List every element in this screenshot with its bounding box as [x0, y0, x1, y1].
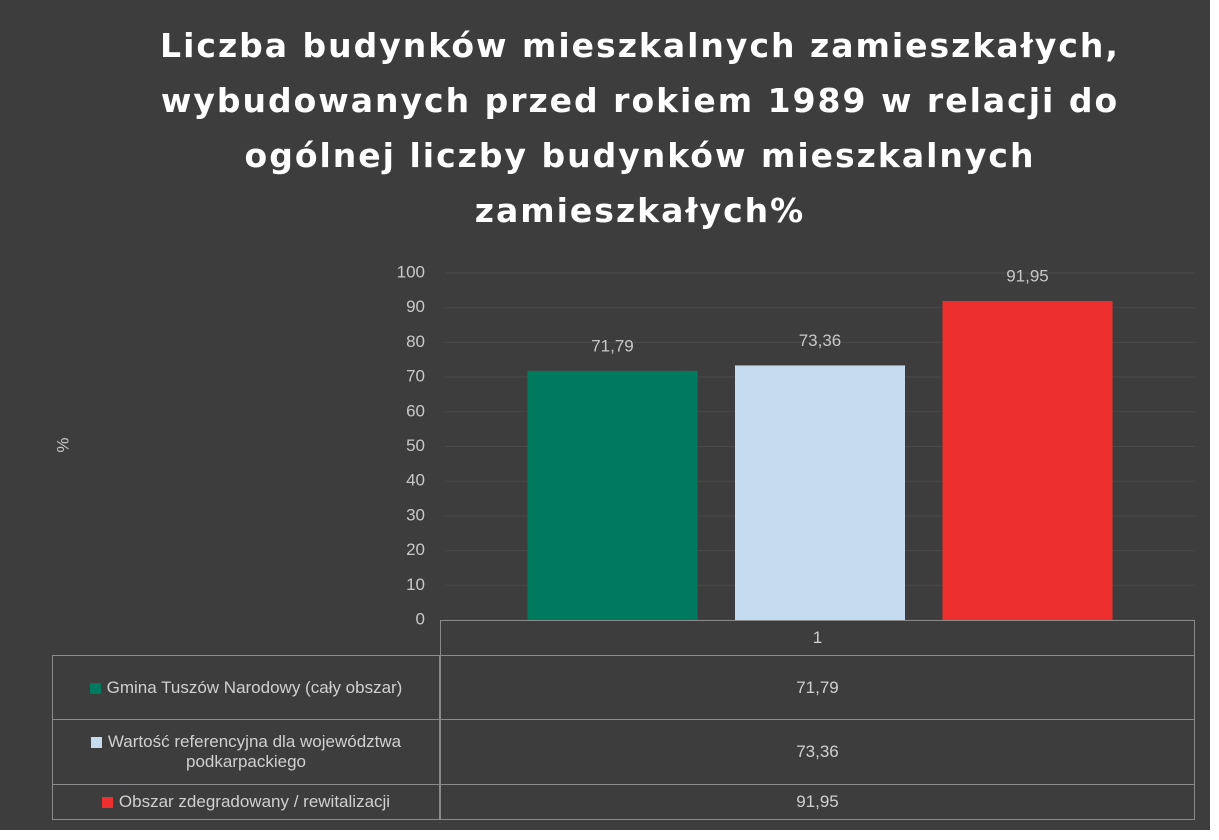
data-label: 71,79 — [591, 336, 634, 355]
legend-entry: Wartość referencyjna dla województwa pod… — [61, 732, 431, 772]
legend-entry: Gmina Tuszów Narodowy (cały obszar) — [89, 677, 403, 698]
y-tick-label: 100 — [397, 262, 425, 281]
data-label: 73,36 — [799, 331, 842, 350]
y-tick-label: 50 — [406, 436, 425, 455]
y-tick-label: 20 — [406, 540, 425, 559]
legend-cell: Obszar zdegradowany / rewitalizacji — [52, 784, 440, 820]
legend-cell: Wartość referencyjna dla województwa pod… — [52, 719, 440, 785]
table-header-cell: 1 — [440, 620, 1195, 656]
bar — [527, 370, 698, 620]
legend-swatch — [89, 682, 101, 694]
legend-label: Wartość referencyjna dla województwa pod… — [107, 732, 402, 771]
data-label: 91,95 — [1006, 266, 1049, 285]
table-value-cell: 91,95 — [440, 784, 1195, 820]
y-axis-label: % — [53, 437, 72, 452]
legend-label: Gmina Tuszów Narodowy (cały obszar) — [106, 677, 403, 697]
table-value-cell: 73,36 — [440, 719, 1195, 785]
legend-entry: Obszar zdegradowany / rewitalizacji — [101, 792, 391, 812]
y-tick-label: 80 — [406, 332, 425, 351]
y-tick-label: 0 — [416, 609, 425, 628]
y-tick-label: 60 — [406, 401, 425, 420]
table-value-cell: 71,79 — [440, 655, 1195, 720]
legend-swatch — [101, 797, 113, 809]
legend-label: Obszar zdegradowany / rewitalizacji — [118, 792, 391, 811]
bar — [735, 365, 905, 620]
y-tick-label: 90 — [406, 297, 425, 316]
y-tick-label: 30 — [406, 505, 425, 524]
chart-title: Liczba budynków mieszkalnych zamieszkały… — [160, 26, 1120, 230]
legend-cell: Gmina Tuszów Narodowy (cały obszar) — [52, 655, 440, 720]
y-tick-label: 40 — [406, 471, 425, 490]
y-tick-label: 70 — [406, 367, 425, 386]
y-tick-label: 10 — [406, 575, 425, 594]
legend-swatch — [90, 737, 102, 749]
bar — [942, 300, 1113, 620]
